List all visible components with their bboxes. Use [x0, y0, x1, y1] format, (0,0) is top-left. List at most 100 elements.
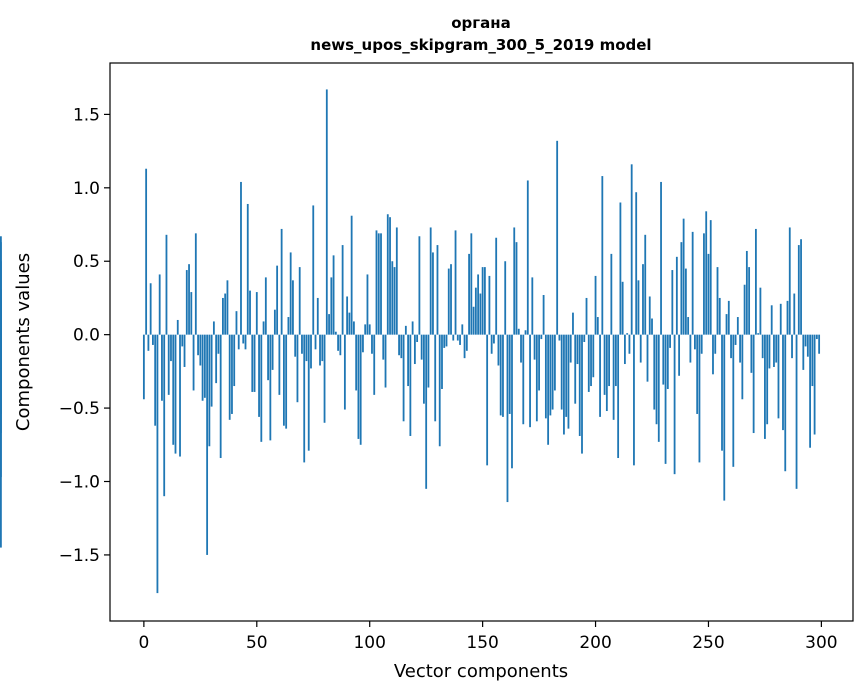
bar: [465, 334, 468, 351]
y-tick-label: 0.5: [73, 252, 100, 272]
x-tick-label: 250: [692, 633, 724, 653]
bar: [800, 239, 802, 335]
bar: [556, 140, 559, 335]
bar: [709, 220, 712, 335]
bar: [563, 334, 565, 435]
bar: [739, 334, 741, 363]
bar: [481, 267, 484, 335]
bar: [705, 211, 708, 335]
bar: [578, 334, 581, 436]
bar: [660, 181, 662, 335]
bar: [691, 231, 694, 335]
bar: [183, 334, 186, 367]
bar: [653, 334, 656, 410]
bar: [490, 334, 493, 354]
bar: [804, 334, 807, 347]
bar: [337, 334, 339, 351]
bar: [156, 334, 159, 594]
bar: [194, 233, 197, 335]
bar: [167, 334, 170, 395]
bar: [319, 334, 321, 366]
bar: [413, 334, 416, 365]
bar: [687, 317, 690, 335]
bar: [282, 334, 285, 426]
bar: [353, 321, 355, 335]
bar: [355, 334, 358, 391]
bar: [605, 334, 608, 412]
bar: [334, 331, 337, 335]
bar: [734, 334, 737, 345]
bar: [795, 334, 798, 489]
bar: [764, 334, 766, 439]
y-tick-label: 1.5: [73, 105, 100, 125]
bar: [262, 321, 265, 335]
bar: [456, 334, 459, 341]
bar: [558, 334, 561, 341]
chart-subtitle: news_upos_skipgram_300_5_2019 model: [310, 36, 651, 54]
bar: [696, 334, 699, 414]
bar: [499, 334, 502, 416]
bar: [217, 334, 220, 354]
bar: [761, 334, 764, 359]
x-axis-ticks: 0 50 100 150 200 250 300: [138, 621, 838, 653]
bar: [463, 334, 466, 359]
bar: [784, 334, 787, 472]
bar: [730, 334, 732, 359]
bar: [468, 253, 470, 335]
bar: [513, 227, 516, 335]
bar: [743, 284, 746, 335]
bar: [253, 334, 256, 392]
bar: [477, 274, 480, 335]
bar: [748, 267, 751, 335]
bar: [538, 334, 540, 391]
bar: [201, 334, 204, 401]
bar: [244, 334, 247, 350]
bar: [750, 334, 753, 373]
bar: [343, 334, 346, 410]
bar: [642, 264, 644, 335]
bar: [305, 334, 308, 362]
chart-title: органа: [451, 14, 511, 32]
bar: [271, 334, 274, 370]
bar: [635, 192, 638, 335]
bar: [547, 334, 550, 445]
bar: [759, 287, 762, 335]
bar: [203, 334, 206, 398]
y-tick-label: −1.5: [59, 546, 100, 566]
bar: [321, 334, 324, 362]
bar: [192, 334, 195, 391]
bar: [716, 267, 719, 335]
bar: [592, 334, 595, 378]
bar: [445, 334, 448, 347]
bar: [633, 334, 635, 466]
bar: [461, 324, 464, 335]
bar: [703, 233, 705, 335]
x-tick-label: 150: [466, 633, 498, 653]
bar: [251, 334, 254, 392]
x-axis-label: Vector components: [394, 661, 568, 682]
bar: [404, 325, 407, 335]
bar: [587, 334, 590, 392]
bar: [603, 334, 606, 395]
bar: [459, 334, 461, 345]
bar: [172, 334, 175, 445]
bar: [590, 334, 592, 387]
bar: [535, 334, 538, 422]
bar: [662, 334, 665, 385]
bar: [398, 334, 400, 356]
bar: [237, 334, 240, 350]
bar: [402, 334, 405, 422]
bar: [594, 275, 597, 335]
y-axis-ticks: −1.5 −1.0 −0.5 0.0 0.5 1.0 1.5: [59, 105, 110, 566]
bar: [346, 296, 349, 335]
bar: [619, 202, 622, 335]
bar: [269, 334, 272, 441]
bar: [531, 277, 534, 335]
bar: [529, 334, 531, 428]
bar: [176, 319, 179, 335]
bar: [454, 230, 457, 335]
bar: [553, 334, 556, 391]
bar: [364, 324, 367, 335]
bar: [793, 293, 796, 335]
bar: [434, 334, 437, 422]
